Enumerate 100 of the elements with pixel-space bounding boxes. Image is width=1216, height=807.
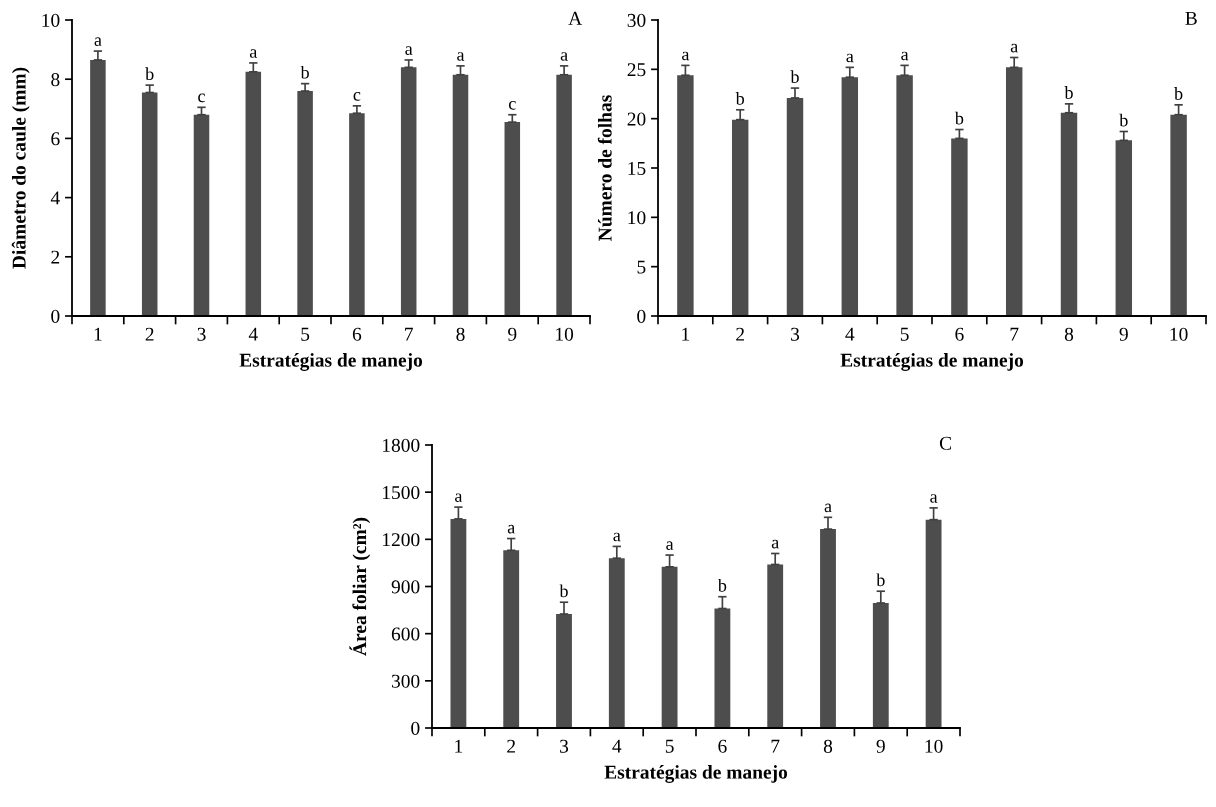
y-tick-label: 20 — [627, 112, 646, 126]
x-tick-label: 1 — [94, 327, 102, 341]
bar — [90, 59, 106, 316]
x-tick-label: 5 — [301, 327, 310, 341]
bar — [503, 550, 520, 728]
annotation: a — [94, 37, 102, 47]
x-axis-title: Estratégias de manejo — [604, 765, 788, 783]
y-tick-label: 30 — [627, 13, 646, 27]
annotation: b — [1174, 87, 1183, 100]
y-tick-label: 6 — [51, 132, 60, 146]
annotation: b — [1119, 113, 1128, 127]
x-tick-label: 10 — [1170, 327, 1188, 341]
bar — [141, 92, 158, 316]
bar — [400, 67, 417, 316]
bar — [896, 75, 913, 316]
annotation: a — [560, 52, 568, 61]
x-tick-label: 3 — [560, 739, 569, 753]
x-tick-label: 2 — [145, 327, 154, 341]
y-tick-label: 8 — [51, 73, 60, 87]
x-tick-label: 2 — [507, 739, 515, 753]
annotation: a — [457, 52, 465, 61]
annotation: b — [876, 573, 885, 587]
annotation: a — [405, 46, 413, 55]
annotation: b — [790, 70, 799, 84]
bar — [504, 122, 521, 316]
annotation: a — [613, 532, 621, 542]
y-axis-title: Diâmetro do caule (mm) — [11, 67, 30, 269]
chart-title: C — [939, 436, 952, 450]
y-tick-label: 5 — [637, 260, 646, 274]
annotation: a — [507, 524, 515, 534]
x-tick-label: 3 — [197, 327, 206, 341]
x-tick-label: 6 — [955, 327, 964, 341]
bar — [608, 558, 625, 728]
x-tick-label: 10 — [556, 327, 574, 341]
annotation: a — [249, 49, 258, 58]
bar — [786, 97, 804, 316]
x-tick-label: 5 — [665, 739, 674, 753]
x-tick-label: 7 — [771, 739, 780, 753]
bar — [1005, 67, 1023, 316]
chart-title: B — [1185, 11, 1197, 25]
x-axis-title: Estratégias de manejo — [239, 353, 423, 371]
bar — [297, 91, 313, 316]
chart-title: A — [568, 11, 583, 25]
annotation: b — [559, 584, 568, 598]
y-tick-label: 10 — [42, 13, 60, 27]
x-tick-label: 2 — [736, 327, 744, 341]
annotation: b — [1064, 86, 1073, 99]
y-tick-label: 0 — [411, 721, 420, 735]
bar — [193, 114, 210, 316]
x-tick-label: 10 — [925, 739, 943, 753]
y-tick-label: 1800 — [383, 438, 420, 452]
annotation: c — [353, 92, 361, 101]
x-tick-label: 6 — [352, 327, 362, 341]
annotation: c — [198, 93, 205, 103]
y-tick-label: 600 — [391, 627, 420, 641]
bar — [349, 113, 365, 316]
bar — [1060, 112, 1078, 316]
x-tick-label: 6 — [718, 739, 727, 753]
bar — [820, 529, 836, 728]
bar — [951, 138, 968, 316]
bar — [1170, 114, 1187, 316]
y-tick-label: 25 — [627, 63, 646, 77]
annotation: b — [300, 65, 309, 79]
y-tick-label: 1500 — [383, 485, 420, 500]
y-tick-label: 4 — [50, 191, 60, 205]
x-tick-label: 9 — [1119, 327, 1128, 341]
annotation: b — [735, 92, 745, 105]
y-tick-label: 10 — [628, 211, 646, 225]
bar — [245, 71, 262, 316]
x-tick-label: 9 — [508, 327, 517, 341]
x-tick-label: 9 — [876, 739, 885, 753]
x-tick-label: 1 — [455, 739, 463, 753]
x-tick-label: 8 — [456, 327, 465, 341]
annotation: a — [846, 53, 854, 63]
annotation: b — [145, 67, 154, 81]
annotation: c — [508, 100, 516, 110]
bar — [452, 74, 469, 316]
y-axis-title: Área foliar (cm²) — [349, 517, 371, 656]
y-tick-label: 2 — [51, 250, 60, 264]
bar — [677, 75, 694, 316]
annotation: b — [717, 578, 727, 592]
annotation: a — [771, 539, 779, 549]
bar — [767, 564, 784, 728]
y-tick-label: 1200 — [383, 533, 420, 547]
annotation: a — [666, 541, 674, 550]
annotation: a — [682, 51, 690, 61]
annotation: b — [954, 111, 964, 125]
bar — [1115, 140, 1133, 316]
bar — [731, 119, 749, 316]
x-tick-label: 4 — [248, 327, 258, 341]
x-tick-label: 7 — [1010, 327, 1019, 341]
x-tick-label: 8 — [1064, 327, 1074, 341]
annotation: a — [930, 494, 938, 503]
y-tick-label: 0 — [51, 309, 60, 323]
bar — [661, 566, 678, 728]
x-tick-label: 8 — [823, 739, 833, 753]
bar — [841, 77, 859, 316]
annotation: a — [901, 51, 909, 61]
bar — [872, 603, 889, 728]
y-tick-label: 0 — [637, 309, 646, 323]
